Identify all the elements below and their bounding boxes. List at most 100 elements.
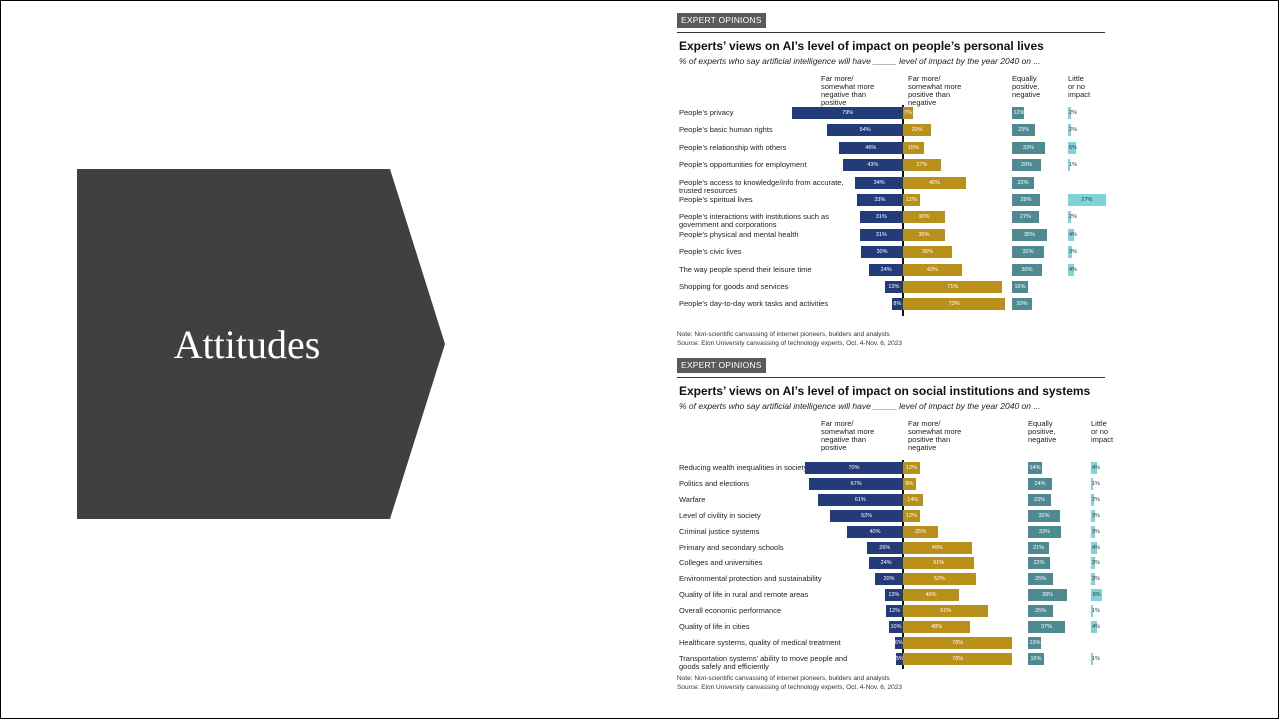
value-label-negative: 61%: [854, 496, 866, 503]
bar-negative: [861, 246, 903, 259]
bar-positive: [903, 141, 924, 154]
chart-subtitle: % of experts who say artificial intellig…: [679, 56, 1041, 66]
value-label-negative: 13%: [888, 284, 900, 290]
bar-negative: [866, 541, 903, 554]
bar-positive: [903, 477, 916, 490]
value-label-negative: 5%: [896, 655, 904, 662]
category-label: People’s privacy: [679, 108, 734, 117]
value-label-negative: 6%: [894, 639, 903, 646]
category-label: Quality of life in rural and remote area…: [679, 590, 809, 600]
value-label-positive: 73%: [948, 301, 960, 308]
bar-equal: [1028, 652, 1044, 665]
bar-negative: [889, 621, 903, 633]
value-label-little: 6%: [1069, 144, 1077, 151]
bar-negative: [859, 228, 903, 241]
bar-equal: [1028, 573, 1053, 586]
value-label-equal: 35%: [1023, 231, 1035, 238]
expert-opinions-figure: EXPERT OPINIONS Experts’ views on AI’s le…: [677, 13, 1113, 703]
bar-negative: [886, 605, 903, 618]
value-label-negative: 43%: [867, 162, 879, 169]
bar-little: [1091, 477, 1093, 490]
value-label-negative: 67%: [850, 480, 862, 487]
bar-little: [1068, 124, 1071, 137]
value-label-little: 3%: [1069, 249, 1077, 256]
value-label-positive: 52%: [933, 576, 945, 583]
panel-tag: EXPERT OPINIONS: [677, 358, 766, 373]
category-label: People’s basic human rights: [679, 125, 773, 135]
column-header-positive: Far more/ somewhat more positive than ne…: [908, 74, 962, 107]
value-label-little: 4%: [1092, 544, 1100, 551]
value-label-little: 4%: [1069, 266, 1077, 273]
category-label: People’s spiritual lives: [679, 195, 753, 204]
bar-positive: [903, 462, 920, 474]
value-label-negative: 54%: [859, 127, 871, 134]
category-label: Politics and elections: [679, 478, 750, 488]
value-label-negative: 33%: [874, 197, 886, 203]
bar-negative: [869, 263, 903, 276]
value-label-positive: 9%: [905, 480, 914, 487]
value-label-little: 8%: [1092, 592, 1101, 599]
value-label-little: 4%: [1092, 465, 1100, 471]
category-label: People’s opportunities for employment: [679, 160, 807, 170]
value-label-positive: 78%: [952, 639, 964, 646]
bar-little: [1068, 141, 1077, 154]
value-label-little: 27%: [1081, 197, 1093, 203]
column-header-equal: Equally positive, negative: [1012, 74, 1041, 99]
bar-little: [1068, 263, 1074, 276]
bar-equal: [1028, 477, 1052, 490]
value-label-negative: 8%: [893, 301, 902, 308]
center-axis: [902, 105, 904, 316]
bar-negative: [855, 176, 903, 189]
category-label: People’s physical and mental health: [679, 229, 799, 239]
bar-little: [1068, 107, 1071, 119]
value-label-little: 2%: [1069, 214, 1077, 221]
chart-note: Note: Non-scientific canvassing of inter…: [677, 675, 890, 682]
value-label-equal: 21%: [1032, 544, 1044, 551]
bar-positive: [903, 652, 1013, 665]
bar-positive: [903, 557, 975, 570]
bar-equal: [1012, 246, 1044, 259]
value-label-little: 3%: [1092, 512, 1100, 519]
category-label: Reducing wealth inequalities in society: [679, 463, 808, 472]
category-label: Healthcare systems, quality of medical t…: [679, 637, 841, 647]
bar-negative: [792, 107, 903, 119]
category-label: Level of civility in society: [679, 510, 761, 520]
bar-negative: [817, 493, 903, 506]
value-label-equal: 22%: [1017, 179, 1029, 186]
value-label-negative: 10%: [890, 624, 902, 630]
bar-positive: [903, 246, 952, 259]
category-label: People’s relationship with others: [679, 142, 787, 152]
bar-equal: [1028, 541, 1049, 554]
bar-little: [1091, 621, 1097, 633]
bar-little: [1091, 589, 1103, 602]
bar-negative: [809, 477, 903, 490]
section-title: Attitudes: [173, 321, 321, 367]
bar-negative: [896, 652, 903, 665]
value-label-negative: 52%: [861, 512, 873, 519]
value-label-little: 1%: [1092, 655, 1100, 662]
category-label: Shopping for goods and services: [679, 282, 789, 291]
category-label: Environmental protection and sustainabil…: [679, 574, 822, 584]
bar-equal: [1012, 263, 1042, 276]
column-header-equal: Equally positive, negative: [1028, 419, 1057, 444]
value-label-equal: 16%: [1014, 284, 1026, 290]
value-label-little: 1%: [1069, 162, 1077, 169]
value-label-equal: 33%: [1022, 144, 1034, 151]
bar-positive: [903, 176, 966, 189]
value-label-negative: 40%: [869, 528, 881, 535]
value-label-negative: 24%: [880, 560, 892, 567]
value-label-positive: 48%: [931, 624, 943, 630]
column-header-negative: Far more/ somewhat more negative than po…: [821, 74, 875, 107]
bar-positive: [903, 493, 923, 506]
category-label: People’s access to knowledge/info from a…: [679, 177, 844, 195]
bar-positive: [903, 159, 941, 172]
chart-source: Source: Elon University canvassing of te…: [677, 684, 902, 691]
category-label: Transportation systems’ ability to move …: [679, 653, 848, 671]
value-label-negative: 24%: [880, 266, 892, 273]
value-label-equal: 25%: [1034, 608, 1046, 615]
value-label-positive: 61%: [940, 608, 952, 615]
bar-little: [1068, 159, 1070, 172]
section-chevron: [77, 169, 445, 519]
bar-equal: [1012, 194, 1040, 206]
